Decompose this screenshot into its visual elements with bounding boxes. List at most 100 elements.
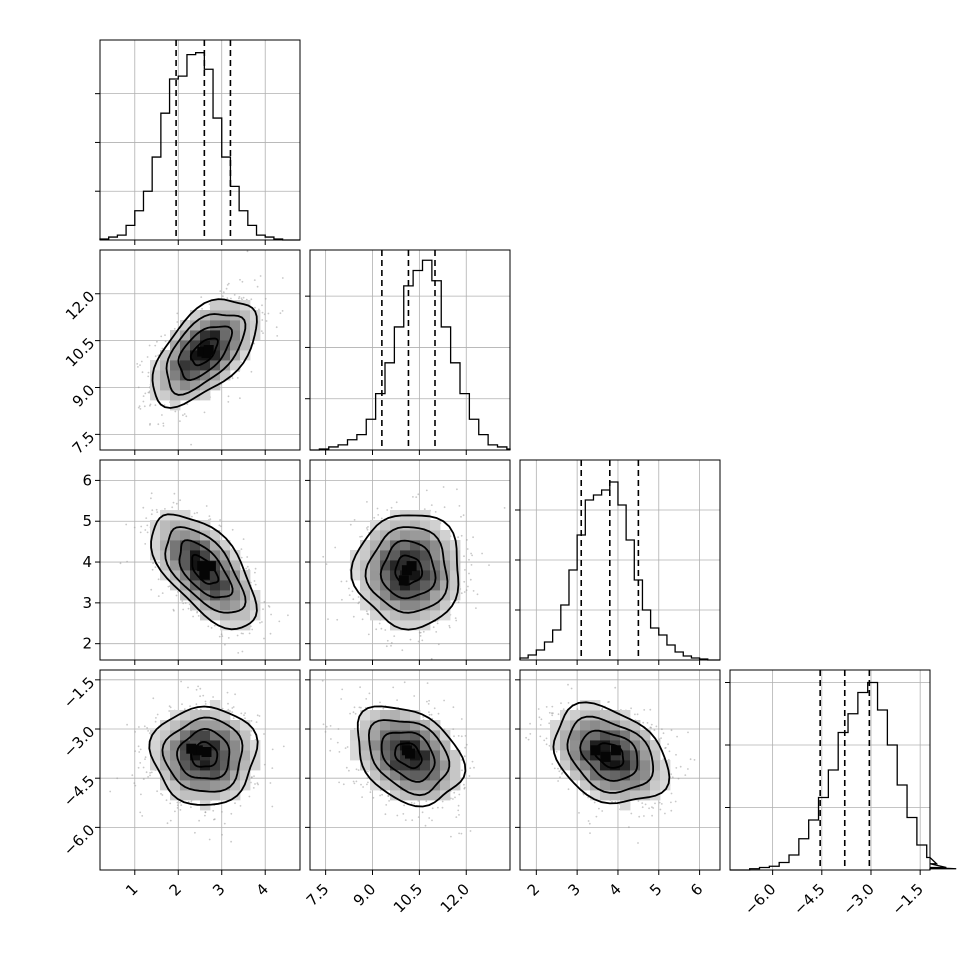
scatter-point	[345, 580, 348, 583]
scatter-point	[548, 744, 551, 747]
core-cell	[405, 748, 415, 759]
scatter-point	[182, 608, 185, 611]
density-cell	[370, 590, 381, 601]
density-cell	[400, 730, 411, 741]
scatter-point	[167, 585, 170, 588]
y-tick-label: 9.0	[69, 381, 99, 411]
scatter-point	[158, 561, 160, 564]
scatter-point	[454, 617, 457, 619]
scatter-point	[256, 782, 259, 785]
scatter-point	[220, 633, 223, 636]
scatter-point	[419, 635, 422, 637]
scatter-point	[139, 811, 142, 814]
density-cell	[220, 300, 231, 311]
scatter-point	[545, 706, 548, 708]
scatter-point	[282, 745, 285, 748]
density-cell	[420, 600, 431, 611]
scatter-point	[355, 780, 358, 783]
scatter-point	[376, 507, 379, 510]
scatter-point	[139, 364, 141, 366]
scatter-point	[653, 729, 656, 731]
density-cell	[240, 720, 251, 731]
scatter-point	[630, 812, 633, 815]
scatter-point	[240, 361, 242, 364]
density-cell	[170, 350, 181, 361]
scatter-point	[204, 814, 206, 817]
density-cell	[230, 730, 241, 741]
scatter-point	[651, 814, 653, 817]
scatter-point	[677, 777, 680, 780]
scatter-point	[462, 514, 465, 517]
scatter-point	[476, 593, 479, 596]
scatter-point	[458, 832, 460, 835]
scatter-point	[267, 312, 270, 315]
scatter-point	[182, 414, 184, 417]
scatter-point	[473, 766, 475, 769]
density-cell	[570, 740, 581, 751]
scatter-point	[149, 772, 152, 774]
scatter-point	[270, 613, 272, 616]
density-cell	[230, 300, 241, 311]
density-cell	[220, 580, 231, 591]
contour-level-2	[566, 715, 654, 794]
scatter-point	[472, 536, 474, 539]
scatter-point	[630, 707, 632, 710]
scatter-point	[150, 497, 152, 500]
scatter-point	[230, 840, 233, 843]
density-cell	[450, 590, 461, 601]
density-cell	[390, 760, 401, 771]
x-tick-label: −4.5	[790, 880, 828, 918]
scatter-point	[261, 621, 263, 623]
density-cell	[420, 590, 431, 601]
density-cell	[430, 750, 441, 761]
density-cell	[220, 320, 231, 331]
scatter-point	[234, 693, 237, 696]
density-cell	[170, 750, 181, 761]
density-cell	[400, 590, 411, 601]
density-cell	[200, 600, 211, 611]
scatter-point	[144, 758, 146, 760]
scatter-point	[234, 802, 236, 805]
scatter-point	[361, 796, 363, 798]
density-cell	[220, 720, 231, 731]
scatter-point	[611, 800, 613, 803]
density-cell	[410, 570, 421, 581]
scatter-point	[558, 770, 561, 773]
scatter-point	[254, 583, 257, 586]
scatter-point	[352, 598, 355, 601]
density-cell	[180, 540, 191, 551]
x-tick-label: 4	[605, 880, 624, 899]
scatter-point	[466, 539, 468, 541]
scatter-point	[253, 342, 255, 345]
scatter-point	[464, 746, 467, 749]
scatter-point	[469, 767, 472, 769]
density-cell	[240, 740, 251, 751]
density-cell	[220, 540, 231, 551]
scatter-point	[236, 377, 239, 379]
density-cell	[220, 730, 231, 741]
scatter-point	[133, 526, 136, 529]
density-cell	[210, 770, 221, 781]
scatter-point	[139, 748, 142, 751]
density-cell	[400, 620, 411, 631]
density-cell	[170, 760, 181, 771]
scatter-point	[142, 506, 145, 509]
scatter-point	[271, 748, 274, 751]
density-cell	[600, 740, 611, 751]
density-cell	[590, 700, 601, 711]
density-cell	[420, 760, 431, 771]
scatter-point	[578, 812, 580, 814]
density-cell	[200, 710, 211, 721]
scatter-point	[662, 732, 665, 735]
density-cell	[210, 610, 221, 621]
scatter-point	[338, 751, 341, 753]
scatter-point	[460, 534, 463, 537]
density-cell	[640, 730, 651, 741]
density-cell	[180, 750, 191, 761]
scatter-point	[353, 706, 356, 709]
density-cell	[360, 750, 371, 761]
scatter-point	[674, 800, 677, 803]
x-tick-label: −3.0	[839, 880, 877, 918]
scatter-point	[321, 679, 324, 682]
scatter-point	[464, 735, 467, 737]
